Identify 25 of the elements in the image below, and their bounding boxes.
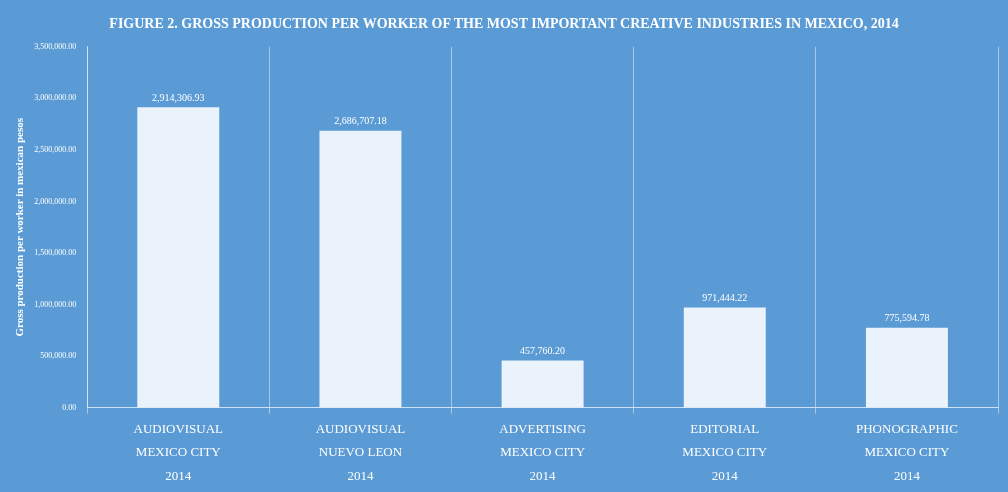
data-label: 971,444.22 (702, 292, 748, 304)
data-label: 2,686,707.18 (334, 115, 387, 127)
bar (137, 107, 220, 408)
y-tick-label: 2,000,000.00 (34, 196, 77, 206)
chart-title: FIGURE 2. GROSS PRODUCTION PER WORKER OF THE MOST IMPORTANT CREATIVE INDUSTRIES IN MEXICO, 2014 (109, 16, 899, 32)
y-tick-label: 3,000,000.00 (34, 93, 77, 103)
bar (319, 130, 402, 408)
y-tick-label: 1,500,000.00 (34, 248, 77, 258)
bar (683, 307, 766, 408)
x-tick-label: PHONOGRAPHIC MEXICO CITY 2014 (855, 420, 958, 483)
data-label: 775,594.78 (884, 312, 930, 324)
y-tick-label: 3,500,000.00 (34, 41, 77, 51)
x-tick-label: AUDIOVISUAL NUEVO LEON 2014 (315, 420, 406, 483)
data-label: 457,760.20 (520, 345, 566, 357)
y-tick-label: 0.00 (62, 402, 77, 412)
data-label: 2,914,306.93 (152, 91, 205, 103)
y-axis-title: Gross production per worker in mexican pesos (13, 117, 26, 337)
bar (501, 360, 584, 408)
x-tick-label: AUDIOVISUAL MEXICO CITY 2014 (133, 420, 224, 483)
x-tick-label: ADVERTISING MEXICO CITY 2014 (499, 420, 586, 483)
bar (865, 327, 948, 408)
x-tick-label: EDITORIAL MEXICO CITY 2014 (682, 420, 768, 483)
y-tick-label: 2,500,000.00 (34, 145, 77, 155)
y-tick-label: 1,000,000.00 (34, 299, 77, 309)
y-tick-label: 500,000.00 (40, 351, 77, 361)
